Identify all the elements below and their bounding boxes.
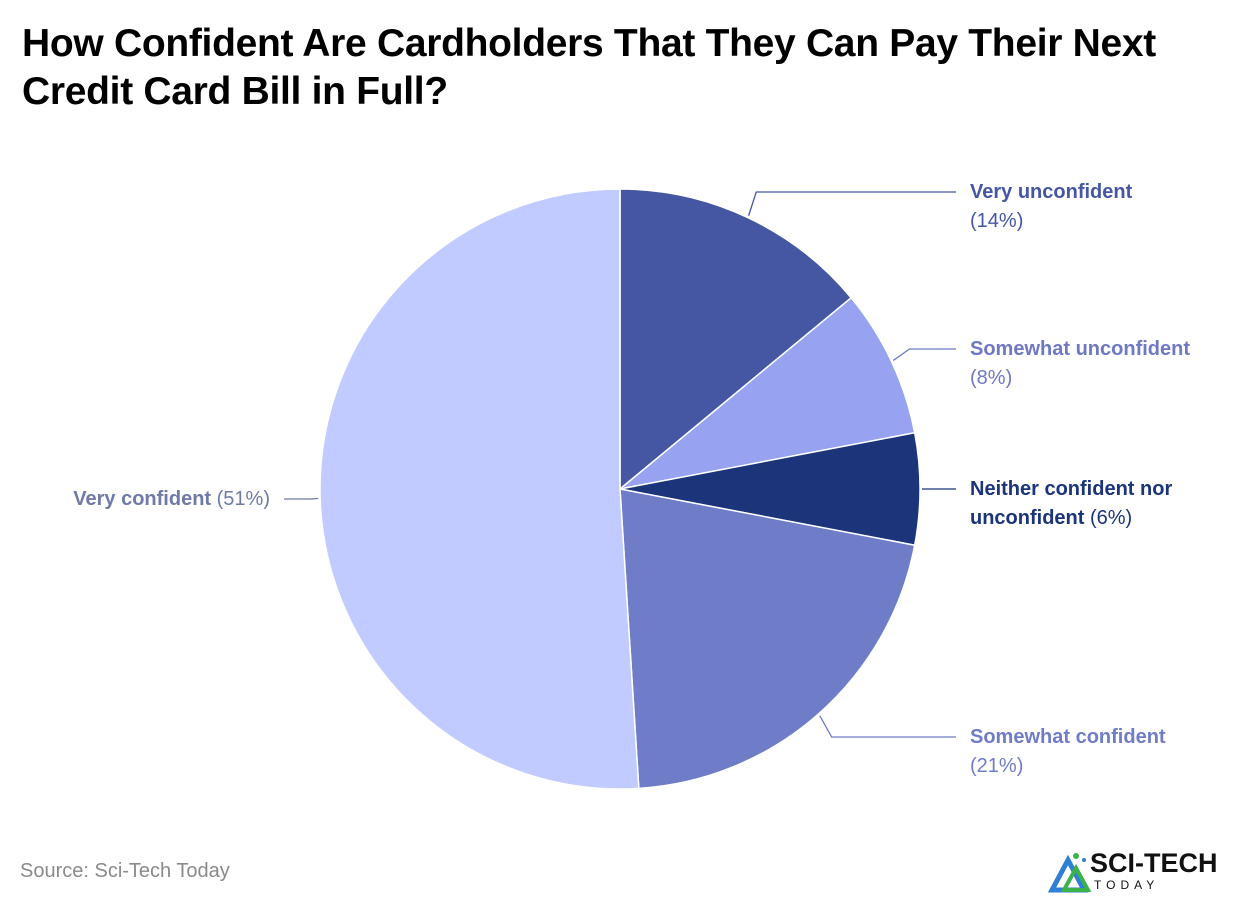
pie-slice-very-confident [319,188,640,790]
leader-line [819,715,956,738]
slice-label: (21%) [970,755,1023,777]
slice-label: Somewhat unconfident [970,338,1190,360]
slice-label: Very unconfident [970,181,1133,203]
pie-slice-very-unconfident [619,188,853,491]
leader-line [284,497,319,500]
leader-line [747,191,956,216]
slice-label: Somewhat confident [970,726,1166,748]
sci-tech-logo-icon [1048,853,1092,893]
sci-tech-logo: SCI-TECH TODAY [1048,848,1228,894]
source-text: Source: Sci-Tech Today [20,860,230,882]
chart-title: How Confident Are Cardholders That They … [22,22,1156,113]
slice-label: (14%) [970,210,1023,232]
leader-line [892,348,956,361]
pie-slice-somewhat-confident [619,488,916,790]
slice-label: Neither confident nor [970,478,1172,500]
logo-subtitle: TODAY [1094,878,1160,892]
slice-label: Very confident (51%) [73,488,270,510]
pie-slice-somewhat-unconfident [619,296,916,490]
slice-label: unconfident (6%) [970,507,1132,529]
logo-wordmark: SCI-TECH [1090,848,1218,878]
slice-label: (8%) [970,367,1012,389]
